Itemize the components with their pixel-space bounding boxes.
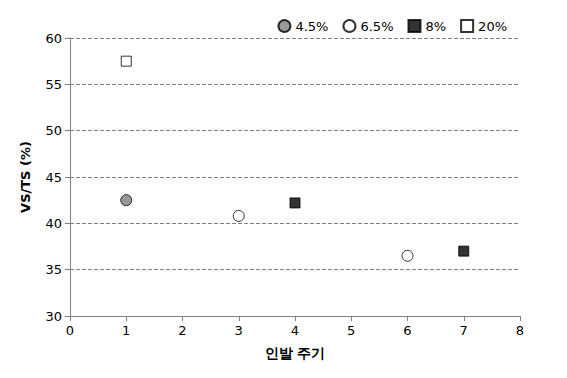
svg-text:7: 7	[460, 323, 468, 338]
svg-text:20%: 20%	[478, 19, 507, 34]
svg-text:4.5%: 4.5%	[295, 19, 328, 34]
svg-text:4: 4	[291, 323, 299, 338]
svg-text:2: 2	[178, 323, 186, 338]
svg-text:60: 60	[45, 31, 62, 46]
svg-text:5: 5	[347, 323, 355, 338]
svg-text:35: 35	[45, 262, 62, 277]
svg-text:3: 3	[235, 323, 243, 338]
svg-text:30: 30	[45, 309, 62, 324]
svg-text:VS/TS (%): VS/TS (%)	[18, 141, 33, 213]
svg-text:8: 8	[516, 323, 524, 338]
svg-text:45: 45	[45, 170, 62, 185]
svg-text:인발 주기: 인발 주기	[265, 345, 326, 361]
svg-text:40: 40	[45, 216, 62, 231]
svg-text:6: 6	[403, 323, 411, 338]
svg-text:1: 1	[122, 323, 130, 338]
svg-text:50: 50	[45, 123, 62, 138]
svg-text:0: 0	[66, 323, 74, 338]
svg-text:8%: 8%	[425, 19, 446, 34]
svg-text:55: 55	[45, 77, 62, 92]
svg-text:6.5%: 6.5%	[360, 19, 393, 34]
